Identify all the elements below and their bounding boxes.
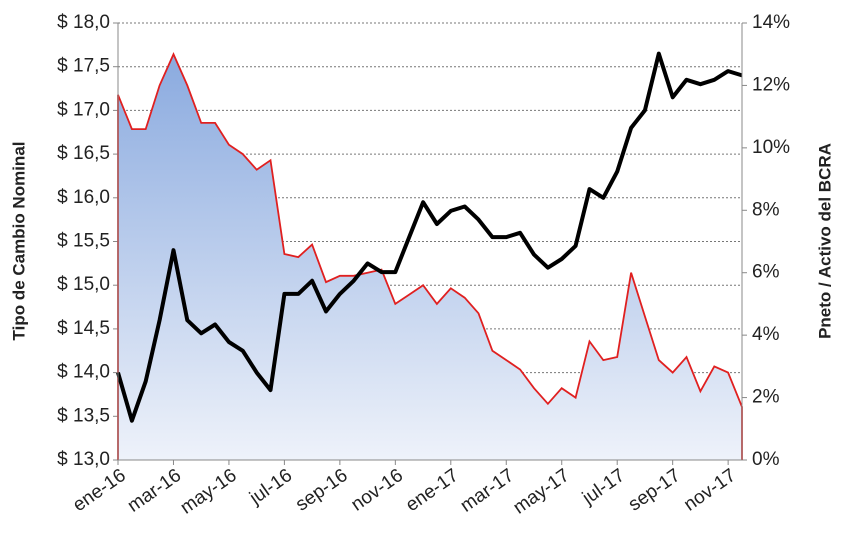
x-tick-label: nov-17 xyxy=(680,465,740,516)
y-tick-label: $ 15,0 xyxy=(57,274,110,295)
x-tick-label: sep-16 xyxy=(292,465,352,516)
y2-tick-label: 10% xyxy=(752,137,790,158)
y2-tick-label: 6% xyxy=(752,262,780,283)
y2-axis-title: Pneto / Activo del BCRA xyxy=(815,143,834,339)
x-tick-label: jul-17 xyxy=(578,465,629,509)
y-tick-label: $ 13,0 xyxy=(57,449,110,470)
x-tick-label: nov-16 xyxy=(347,465,407,516)
y-tick-label: $ 16,0 xyxy=(57,187,110,208)
y2-tick-label: 14% xyxy=(752,12,790,33)
x-tick-label: ene-17 xyxy=(402,465,463,516)
area-fill xyxy=(118,54,742,460)
y-tick-label: $ 14,5 xyxy=(57,318,110,339)
x-tick-label: mar-17 xyxy=(457,465,518,517)
x-tick-label: sep-17 xyxy=(625,465,685,516)
x-tick-label: mar-16 xyxy=(124,465,185,517)
y-tick-label: $ 13,5 xyxy=(57,405,110,426)
x-tick-label: ene-16 xyxy=(69,465,130,516)
y-axis-title: Tipo de Cambio Nominal xyxy=(9,142,28,341)
y-tick-label: $ 17,5 xyxy=(57,56,110,77)
y2-tick-label: 12% xyxy=(752,74,790,95)
y-tick-label: $ 18,0 xyxy=(57,12,110,33)
x-tick-label: may-17 xyxy=(510,465,574,519)
y-tick-label: $ 15,5 xyxy=(57,231,110,252)
line xyxy=(116,51,743,423)
y2-tick-label: 4% xyxy=(752,324,780,345)
y2-tick-label: 0% xyxy=(752,449,780,470)
y2-tick-label: 8% xyxy=(752,199,780,220)
y2-tick-label: 2% xyxy=(752,387,780,408)
x-tick-label: may-16 xyxy=(177,465,241,519)
y-tick-label: $ 16,5 xyxy=(57,143,110,164)
x-tick-label: jul-16 xyxy=(245,465,296,509)
y-tick-label: $ 14,0 xyxy=(57,362,110,383)
y-tick-label: $ 17,0 xyxy=(57,99,110,120)
